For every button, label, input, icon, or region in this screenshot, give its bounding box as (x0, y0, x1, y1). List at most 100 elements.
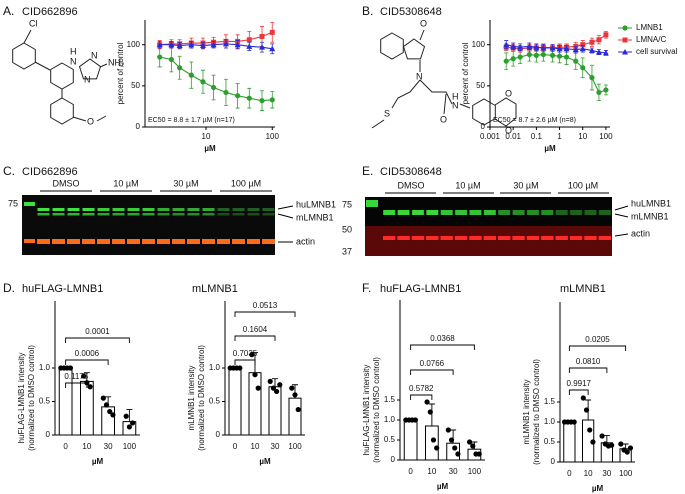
data-point (445, 427, 451, 433)
y-axis-label: huFLAG-LMNB1 intensity (362, 365, 371, 456)
y-tick-label: 0 (551, 457, 556, 466)
atom: N (416, 71, 423, 81)
panel-label: A. (3, 4, 14, 18)
data-point (470, 443, 476, 449)
y-axis-label: mLMNB1 intensity (522, 380, 531, 445)
series-line (506, 54, 607, 94)
marker (603, 32, 609, 38)
y-tick-label: 0.5 (209, 397, 221, 406)
marker (556, 45, 563, 52)
y-axis-label: percent of control (461, 42, 470, 104)
y-tick-label: 0.5 (544, 437, 556, 446)
y-tick-label: 1.5 (544, 397, 556, 406)
marker (210, 41, 217, 48)
atom: O (420, 18, 427, 28)
x-tick-label: 0 (408, 467, 413, 476)
x-tick-label: 100 (468, 467, 482, 476)
error-bar (603, 435, 610, 443)
marker (526, 43, 533, 49)
bar (425, 425, 439, 461)
marker (517, 44, 524, 50)
marker (549, 44, 556, 51)
marker (177, 65, 183, 71)
x-tick-label: 100 (266, 132, 280, 141)
data-point (107, 408, 113, 415)
x-tick-label: 10 (82, 442, 91, 451)
x-axis-label: µM (437, 482, 449, 491)
significance-bracket (65, 382, 88, 388)
significance-bracket (410, 344, 475, 350)
band-pointer (614, 233, 629, 237)
data-point (123, 413, 129, 419)
marker (269, 29, 275, 35)
atom: Cl (29, 18, 38, 28)
panel-label: F. (362, 281, 371, 295)
marker (579, 45, 586, 52)
p-value: 0.0368 (430, 334, 455, 343)
data-point (590, 439, 596, 445)
marker (533, 52, 539, 58)
data-point (110, 412, 116, 418)
x-axis-label: µM (92, 457, 104, 466)
data-point (274, 388, 280, 395)
data-point (129, 420, 136, 426)
atom: O (505, 125, 512, 135)
y-axis-label: percent of control (116, 42, 125, 104)
marker (602, 49, 609, 56)
band-label: huLMNB1 (296, 199, 336, 209)
atom: N (91, 50, 98, 60)
x-tick-label: 10 (427, 467, 436, 476)
atom: O (87, 116, 94, 126)
chart-title: CID662896 (22, 6, 78, 18)
x-tick-label: 100 (599, 132, 613, 141)
data-point (295, 406, 301, 413)
marker (580, 65, 586, 71)
marker (168, 41, 175, 48)
panel-label: E. (362, 164, 373, 178)
y-axis-label: (normalized to DMSO control) (27, 345, 36, 451)
significance-bracket (65, 337, 130, 343)
marker (540, 51, 546, 58)
x-tick-label: 100 (123, 442, 137, 451)
error-bar (126, 409, 133, 422)
data-point (618, 441, 624, 447)
lane-group: DMSO (398, 180, 425, 190)
panel-label: B. (362, 4, 373, 18)
data-point (237, 365, 243, 371)
bar (248, 372, 262, 436)
band-label: actin (296, 236, 315, 246)
marker (246, 43, 253, 49)
significance-bracket (410, 394, 433, 400)
data-point (81, 373, 87, 379)
bar (228, 367, 242, 436)
y-tick-label: 0 (391, 455, 396, 464)
marker (596, 89, 602, 96)
marker (533, 44, 540, 50)
bar (288, 397, 302, 436)
bands (382, 197, 440, 226)
y-tick-label: 50 (131, 81, 140, 90)
data-point (270, 385, 276, 391)
marker (168, 56, 174, 63)
marker (580, 42, 586, 48)
x-axis-label: µM (204, 144, 216, 153)
atom: S (384, 108, 390, 118)
marker (157, 54, 163, 60)
p-value: 0.0513 (253, 301, 278, 310)
significance-bracket (568, 367, 608, 373)
significance-bracket (234, 311, 296, 317)
significance-bracket (410, 369, 454, 375)
y-tick-label: 1.0 (39, 363, 51, 372)
lane-group: 30 µM (173, 178, 198, 188)
x-axis-label: µM (592, 484, 604, 493)
x-axis-label: µM (544, 144, 556, 153)
y-tick-label: 100 (472, 40, 486, 49)
data-point (627, 445, 634, 451)
ladder (366, 200, 378, 207)
structure-b: O N S O H N O O (371, 18, 517, 135)
annotation: EC50 = 8.7 ± 2.6 µM (n=8) (493, 117, 576, 124)
x-tick-label: 1 (557, 132, 562, 141)
significance-bracket (65, 359, 109, 365)
x-tick-label: 0 (63, 442, 68, 451)
data-point (249, 352, 255, 358)
